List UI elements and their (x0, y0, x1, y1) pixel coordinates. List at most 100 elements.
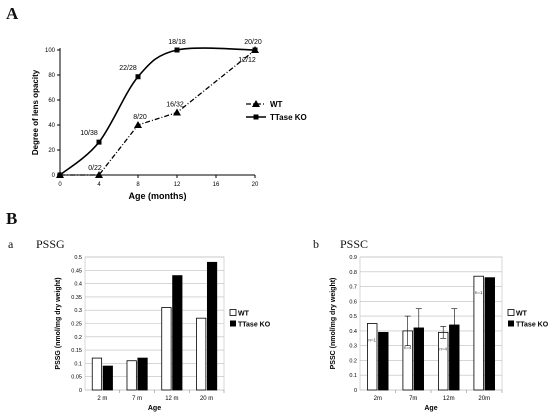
data-label: 16/32 (166, 102, 184, 109)
sub-letter-b: b (313, 237, 319, 251)
pssg-x-tick-label: 2 m (97, 396, 107, 402)
y-axis-title: Degree of lens opacity (31, 69, 40, 155)
pssc-y-tick-label: 0.4 (349, 329, 357, 335)
pssc-bar-note: n=4 (404, 345, 412, 350)
x-axis-title: Age (months) (129, 191, 187, 201)
panel-letter-b-upper: B (6, 209, 18, 228)
pssc-y-axis-title: PSSC (nmol/mg dry weight) (330, 278, 337, 370)
y-tick-label: 60 (48, 98, 55, 104)
y-tick-label: 100 (45, 48, 56, 54)
pssc-y-tick-label: 0.8 (349, 270, 357, 276)
pssc-x-tick-label: 12m (443, 396, 455, 402)
pssg-legend-label-ttase-ko: TTase KO (238, 322, 271, 329)
pssg-bar-ttase-ko (102, 365, 113, 391)
pssg-x-axis-title: Age (148, 405, 161, 412)
pssc-bar-note: n=4 (439, 346, 447, 351)
point-wt (95, 171, 103, 178)
pssg-legend-label-wt: WT (238, 311, 250, 318)
pssc-y-tick-label: 0.6 (349, 299, 357, 305)
panel-letter-a-upper: A (6, 4, 19, 23)
legend-marker-wt (252, 100, 260, 107)
pssg-y-tick-label: 0.15 (71, 348, 82, 354)
pssc-bar-ttase-ko (484, 277, 495, 391)
data-label: 22/28 (119, 65, 137, 72)
pssc-bar-note: n=1 (368, 338, 376, 343)
y-tick-label: 0 (52, 173, 56, 179)
pssc-x-tick-label: 2m (374, 396, 382, 402)
pssc-bar-wt (367, 323, 378, 391)
x-tick-label: 16 (213, 182, 220, 188)
pssg-x-tick-label: 7 m (132, 396, 142, 402)
legend-label-wt: WT (270, 100, 283, 109)
chart-title-pssg: PSSG (36, 237, 65, 251)
pssc-x-tick-label: 20m (478, 396, 490, 402)
pssc-x-axis-title: Age (424, 405, 437, 412)
pssc-y-tick-label: 0.9 (349, 255, 357, 261)
data-label: 8/20 (133, 114, 147, 121)
point-wt (134, 121, 142, 128)
pssg-y-tick-label: 0.5 (74, 255, 82, 261)
pssc-bar-ttase-ko (378, 331, 389, 391)
point-ttase-ko (96, 139, 102, 145)
pssg-bar-wt (161, 307, 172, 391)
pssg-y-tick-label: 0.3 (74, 308, 82, 314)
point-wt (56, 171, 64, 178)
pssg-x-tick-label: 12 m (165, 396, 178, 402)
y-tick-label: 40 (48, 123, 55, 129)
pssc-legend-swatch-ttase-ko (508, 320, 514, 327)
pssc-y-tick-label: 0.1 (349, 373, 357, 379)
series-line-wt (60, 49, 256, 176)
pssg-bar-wt (126, 360, 137, 391)
x-tick-label: 12 (174, 182, 181, 188)
pssg-y-tick-label: 0 (79, 388, 82, 394)
pssc-y-tick-label: 0 (354, 388, 357, 394)
pssc-legend-swatch-wt (507, 309, 515, 316)
pssc-x-tick-label: 7m (409, 396, 417, 402)
pssc-y-tick-label: 0.2 (349, 358, 357, 364)
pssg-bar-ttase-ko (137, 357, 148, 391)
point-ttase-ko (135, 74, 141, 80)
legend-marker-ttase-ko (253, 114, 259, 120)
pssg-legend-swatch-wt (229, 309, 237, 316)
pssg-bar-wt (196, 317, 207, 391)
y-tick-label: 20 (48, 148, 55, 154)
x-tick-label: 8 (136, 182, 140, 188)
pssg-bar-wt (91, 357, 103, 391)
pssc-y-tick-label: 0.5 (349, 314, 357, 320)
y-tick-label: 80 (48, 73, 55, 79)
pssg-y-tick-label: 0.4 (74, 282, 82, 288)
chart-title-pssc: PSSC (340, 237, 369, 251)
pssg-y-tick-label: 0.2 (74, 335, 82, 341)
pssg-y-tick-label: 0.05 (71, 375, 82, 381)
legend-label-ttase-ko: TTase KO (270, 113, 307, 122)
pssg-y-axis-title: PSSG (nmol/mg dry weight) (55, 277, 62, 369)
pssg-legend-swatch-ttase-ko (230, 320, 236, 327)
point-wt (251, 46, 259, 53)
pssg-y-tick-label: 0.35 (71, 295, 82, 301)
pssg-y-tick-label: 0.45 (71, 268, 82, 274)
pssc-bar-note: n=1 (475, 290, 483, 295)
pssc-legend-label-wt: WT (516, 311, 528, 318)
pssc-y-tick-label: 0.7 (349, 285, 357, 291)
data-label: 0/22 (88, 165, 102, 172)
data-label: 18/18 (168, 39, 186, 46)
series-line-ttase-ko (59, 47, 256, 176)
point-wt (173, 108, 181, 116)
point-ttase-ko (174, 47, 180, 53)
pssg-y-tick-label: 0.25 (71, 322, 82, 328)
pssc-bar-wt (473, 275, 484, 391)
x-tick-label: 4 (97, 182, 101, 188)
pssg-bar-ttase-ko (172, 275, 183, 391)
sub-letter-a: a (8, 237, 14, 251)
pssg-bar-ttase-ko (206, 261, 218, 391)
x-tick-label: 20 (252, 182, 259, 188)
pssc-legend-label-ttase-ko: TTase KO (516, 322, 549, 329)
data-label: 10/38 (80, 130, 98, 137)
data-label: 12/12 (238, 57, 256, 64)
pssg-y-tick-label: 0.1 (74, 361, 82, 367)
pssg-x-tick-label: 20 m (200, 396, 213, 402)
pssc-y-tick-label: 0.3 (349, 344, 357, 350)
x-tick-label: 0 (58, 182, 62, 188)
data-label: 20/20 (244, 39, 262, 46)
